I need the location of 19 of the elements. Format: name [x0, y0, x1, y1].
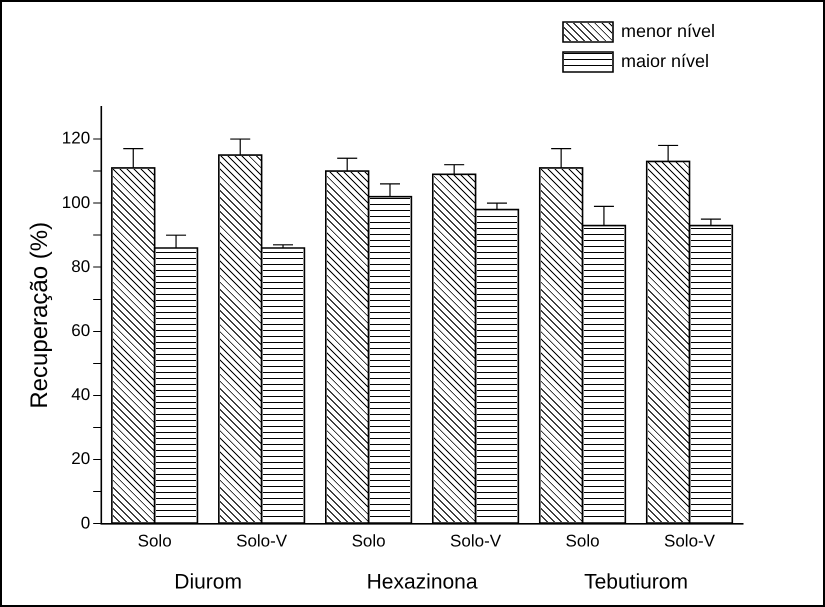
y-tick-label: 80	[71, 256, 90, 276]
x-tick-label: Solo-V	[236, 531, 288, 550]
y-tick-label: 120	[62, 128, 90, 148]
y-tick-label: 20	[71, 449, 90, 468]
x-tick-label: Solo	[566, 531, 600, 550]
text: Hexazinona	[366, 570, 478, 594]
y-tick-label: 40	[71, 385, 90, 404]
legend-label: menor nível	[621, 20, 716, 41]
x-tick-label: Solo	[138, 531, 172, 550]
x-tick-label: Solo	[352, 531, 386, 550]
y-tick-label: 100	[62, 192, 90, 212]
text: Diurom	[174, 570, 242, 594]
y-axis-title: Recuperação (%)	[26, 222, 54, 409]
y-tick-label: 60	[71, 321, 90, 340]
legend-label: maior nível	[621, 50, 710, 71]
x-tick-label: Solo-V	[664, 531, 716, 550]
x-tick-label: Solo-V	[450, 531, 502, 550]
y-tick-label: 0	[80, 513, 90, 532]
text: Tebutiurom	[584, 570, 688, 594]
